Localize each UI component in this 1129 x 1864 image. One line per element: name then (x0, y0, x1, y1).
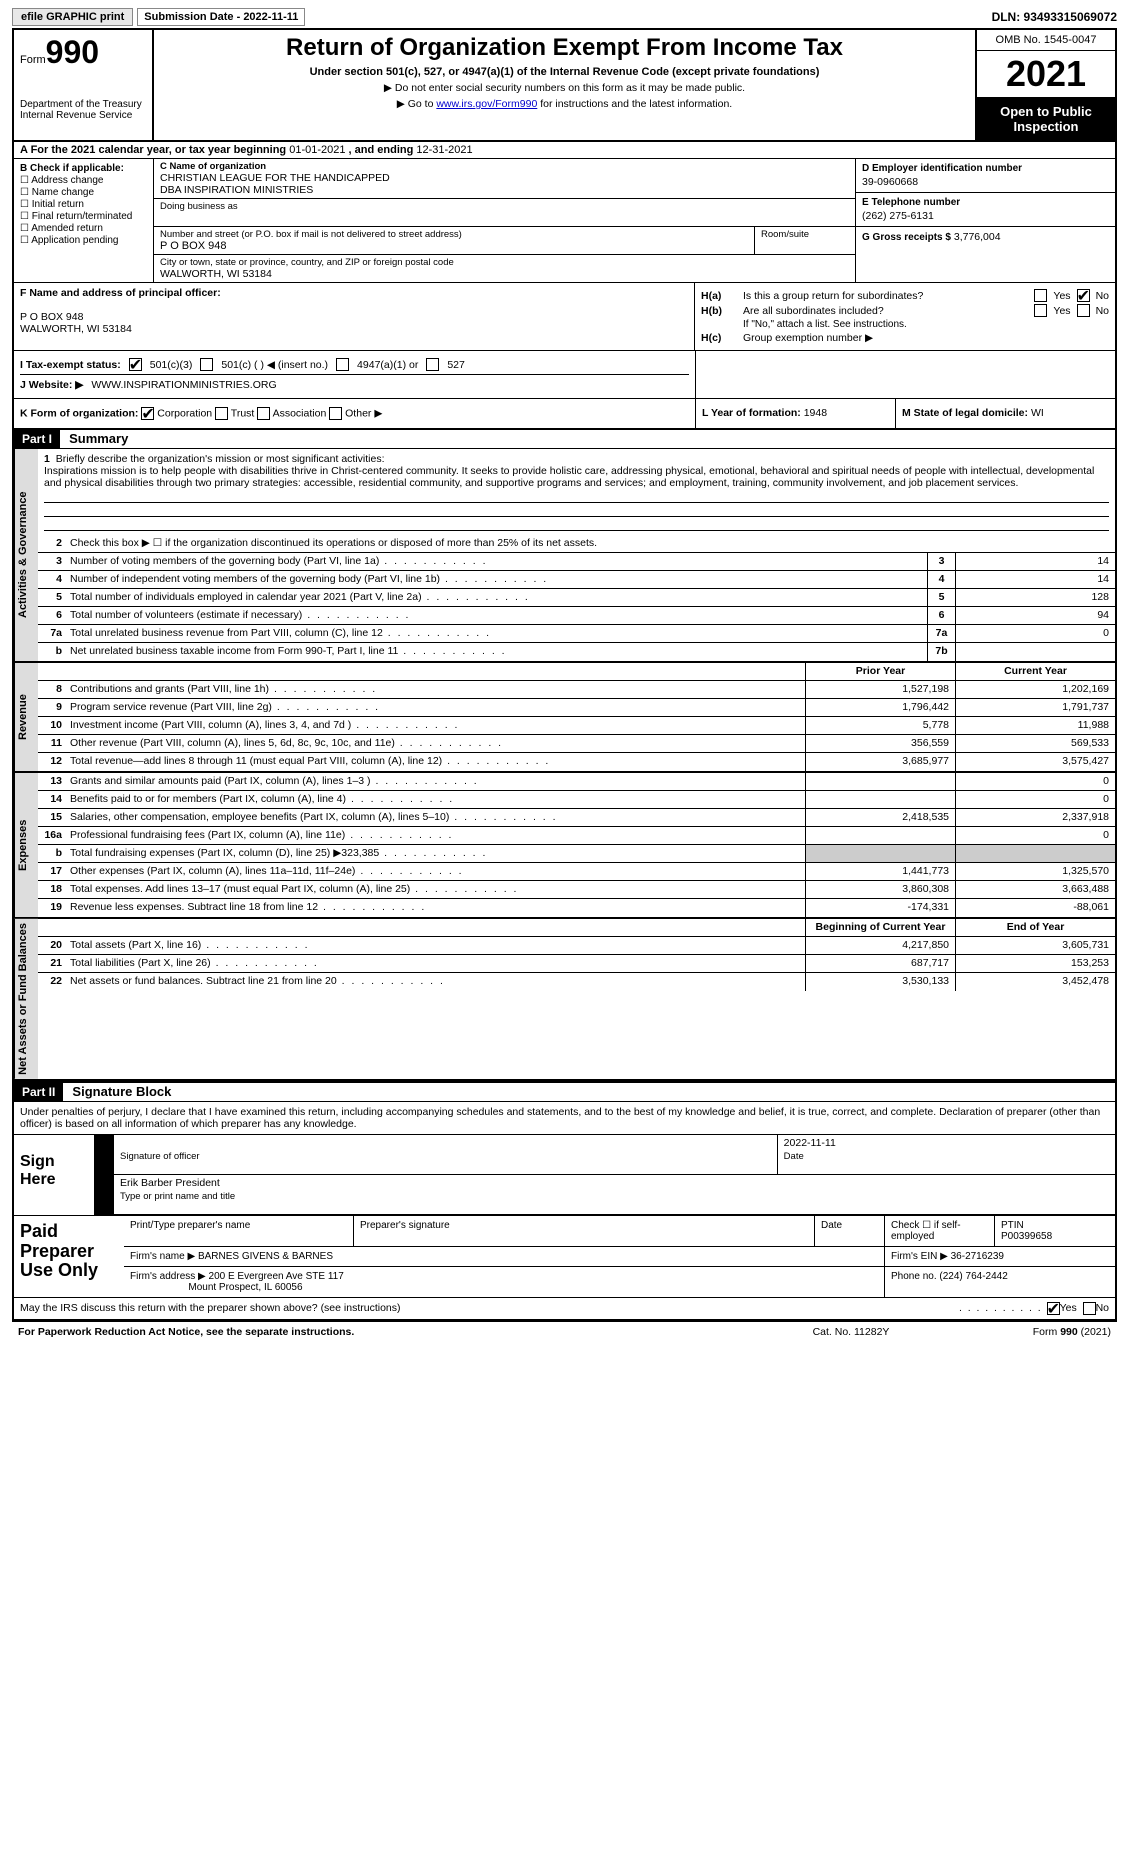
firm-phone: (224) 764-2442 (939, 1271, 1007, 1282)
table-row: 21 Total liabilities (Part X, line 26) 6… (38, 955, 1115, 973)
state-domicile: WI (1031, 407, 1044, 419)
footer-form: Form 990 (2021) (951, 1326, 1111, 1338)
part2-header: Part II (14, 1083, 63, 1101)
section-b: B Check if applicable: ☐ Address change … (14, 159, 154, 282)
tax-year-line: A For the 2021 calendar year, or tax yea… (14, 142, 1115, 159)
sig-date: 2022-11-11 (784, 1137, 1109, 1151)
footer-catno: Cat. No. 11282Y (751, 1326, 951, 1338)
table-row: 14 Benefits paid to or for members (Part… (38, 791, 1115, 809)
paid-preparer-label: Paid Preparer Use Only (14, 1216, 124, 1297)
table-row: 18 Total expenses. Add lines 13–17 (must… (38, 881, 1115, 899)
cb-corp[interactable] (141, 407, 154, 420)
form-id-box: Form990 Department of the Treasury Inter… (14, 30, 154, 140)
table-row: 11 Other revenue (Part VIII, column (A),… (38, 735, 1115, 753)
website: WWW.INSPIRATIONMINISTRIES.ORG (91, 379, 276, 391)
ptin: P00399658 (1001, 1231, 1052, 1242)
cb-4947[interactable] (336, 358, 349, 371)
cb-address-change[interactable]: ☐ Address change (20, 175, 147, 186)
cb-501c3[interactable] (129, 358, 142, 371)
cb-final-return[interactable]: ☐ Final return/terminated (20, 211, 147, 222)
table-row: 13 Grants and similar amounts paid (Part… (38, 773, 1115, 791)
table-row: 15 Salaries, other compensation, employe… (38, 809, 1115, 827)
table-row: 17 Other expenses (Part IX, column (A), … (38, 863, 1115, 881)
table-row: 5 Total number of individuals employed i… (38, 589, 1115, 607)
sign-here-label: Sign Here (14, 1135, 94, 1215)
table-row: 6 Total number of volunteers (estimate i… (38, 607, 1115, 625)
cb-other[interactable] (329, 407, 342, 420)
efile-button[interactable]: efile GRAPHIC print (12, 8, 133, 26)
table-row: 4 Number of independent voting members o… (38, 571, 1115, 589)
form-title: Return of Organization Exempt From Incom… (162, 34, 967, 62)
table-row: 3 Number of voting members of the govern… (38, 553, 1115, 571)
sig-declaration: Under penalties of perjury, I declare th… (14, 1102, 1115, 1134)
cb-501c[interactable] (200, 358, 213, 371)
table-row: 10 Investment income (Part VIII, column … (38, 717, 1115, 735)
table-row: 8 Contributions and grants (Part VIII, l… (38, 681, 1115, 699)
table-row: 7a Total unrelated business revenue from… (38, 625, 1115, 643)
dln: DLN: 93493315069072 (992, 10, 1117, 24)
org-city: WALWORTH, WI 53184 (160, 268, 849, 280)
table-row: 12 Total revenue—add lines 8 through 11 … (38, 753, 1115, 771)
cb-assoc[interactable] (257, 407, 270, 420)
table-row: 9 Program service revenue (Part VIII, li… (38, 699, 1115, 717)
gross-receipts: 3,776,004 (954, 231, 1001, 243)
officer-box: F Name and address of principal officer:… (14, 283, 695, 350)
org-dba: DBA INSPIRATION MINISTRIES (160, 184, 849, 196)
may-no[interactable] (1083, 1302, 1096, 1315)
year-formation: 1948 (804, 407, 827, 419)
firm-ein: 36-2716239 (951, 1251, 1004, 1262)
submission-date: Submission Date - 2022-11-11 (137, 8, 305, 26)
table-row: 20 Total assets (Part X, line 16) 4,217,… (38, 937, 1115, 955)
ha-yes[interactable] (1034, 289, 1047, 302)
year-box: OMB No. 1545-0047 2021 Open to Public In… (975, 30, 1115, 140)
tab-expenses: Expenses (14, 773, 38, 917)
cb-trust[interactable] (215, 407, 228, 420)
tab-netassets: Net Assets or Fund Balances (14, 919, 38, 1079)
may-yes[interactable] (1047, 1302, 1060, 1315)
ha-no[interactable] (1077, 289, 1090, 302)
form990-link[interactable]: www.irs.gov/Form990 (436, 98, 537, 110)
footer-notice: For Paperwork Reduction Act Notice, see … (18, 1326, 751, 1338)
cb-527[interactable] (426, 358, 439, 371)
cb-initial-return[interactable]: ☐ Initial return (20, 199, 147, 210)
mission-text: Inspirations mission is to help people w… (44, 465, 1094, 489)
org-address: P O BOX 948 (160, 240, 748, 252)
form-title-box: Return of Organization Exempt From Incom… (154, 30, 975, 140)
hb-no[interactable] (1077, 304, 1090, 317)
ein: 39-0960668 (862, 176, 1109, 188)
firm-name: BARNES GIVENS & BARNES (198, 1251, 333, 1262)
table-row: 22 Net assets or fund balances. Subtract… (38, 973, 1115, 991)
table-row: 16a Professional fundraising fees (Part … (38, 827, 1115, 845)
table-row: 19 Revenue less expenses. Subtract line … (38, 899, 1115, 917)
table-row: b Total fundraising expenses (Part IX, c… (38, 845, 1115, 863)
cb-name-change[interactable]: ☐ Name change (20, 187, 147, 198)
tab-revenue: Revenue (14, 663, 38, 771)
cb-amended-return[interactable]: ☐ Amended return (20, 223, 147, 234)
phone: (262) 275-6131 (862, 210, 1109, 222)
tab-governance: Activities & Governance (14, 449, 38, 661)
org-name: CHRISTIAN LEAGUE FOR THE HANDICAPPED (160, 172, 849, 184)
officer-name: Erik Barber President (120, 1177, 1109, 1191)
firm-addr: 200 E Evergreen Ave STE 117 (209, 1271, 344, 1282)
hb-yes[interactable] (1034, 304, 1047, 317)
part1-header: Part I (14, 430, 60, 448)
cb-application-pending[interactable]: ☐ Application pending (20, 235, 147, 246)
table-row: b Net unrelated business taxable income … (38, 643, 1115, 661)
